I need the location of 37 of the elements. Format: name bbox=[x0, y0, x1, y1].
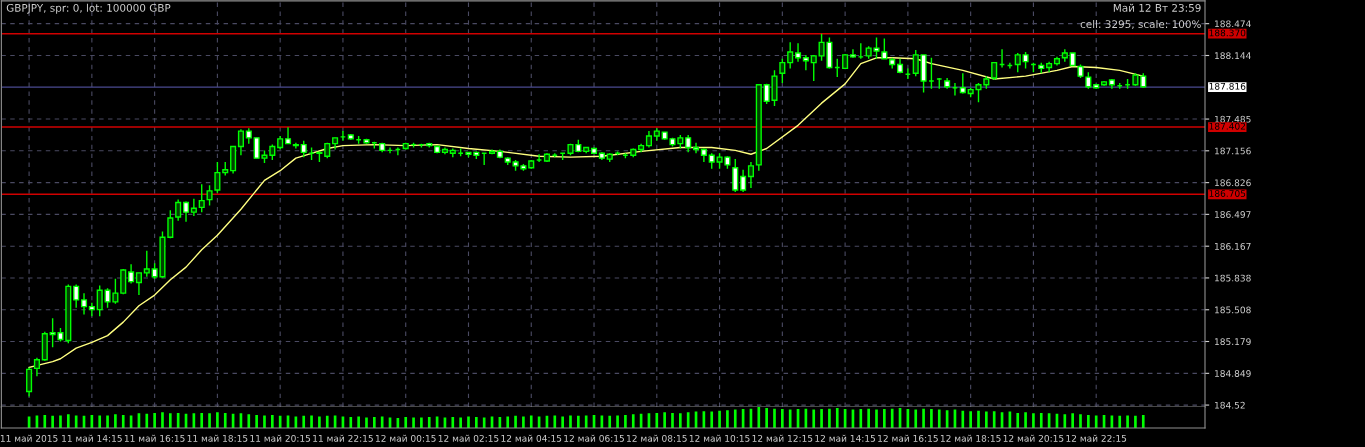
ref-line-label: 186.705 bbox=[1209, 190, 1246, 197]
ref-line-label: 188.370 bbox=[1209, 29, 1246, 37]
y-tick-label: 187.485 bbox=[1215, 115, 1251, 123]
ref-line-label: 187.402 bbox=[1209, 122, 1246, 130]
x-tick-label: 12 май 12:15 bbox=[752, 434, 813, 442]
x-tick-label: 12 май 06:15 bbox=[564, 434, 624, 442]
x-tick-label: 12 май 22:15 bbox=[1066, 434, 1127, 442]
y-tick-label: 185.508 bbox=[1215, 306, 1251, 314]
y-tick-label: 184.849 bbox=[1215, 370, 1251, 377]
x-tick-label: 12 май 02:15 bbox=[438, 434, 499, 442]
x-tick-label: 12 май 00:15 bbox=[375, 434, 436, 442]
y-tick-label: 187.156 bbox=[1215, 147, 1251, 155]
x-tick-label: 12 май 08:15 bbox=[627, 434, 687, 442]
chart-title: GBPJPY, spr: 0, lot: 100000 GBP bbox=[6, 3, 171, 14]
ref-line-label: 187.816 bbox=[1209, 82, 1246, 90]
y-tick-label: 185.838 bbox=[1215, 274, 1251, 282]
y-tick-label: 186.167 bbox=[1215, 242, 1251, 250]
y-tick-label: 188.474 bbox=[1215, 20, 1251, 28]
y-tick-label: 184.52 bbox=[1215, 401, 1245, 409]
x-tick-label: 11 май 14:15 bbox=[62, 434, 122, 442]
x-tick-label: 12 май 14:15 bbox=[815, 434, 876, 442]
y-tick-label: 186.826 bbox=[1215, 179, 1251, 187]
x-tick-label: 11 май 2015 bbox=[0, 434, 58, 442]
y-tick-label: 188.144 bbox=[1215, 52, 1251, 60]
x-tick-label: 12 май 10:15 bbox=[689, 434, 750, 442]
x-tick-label: 11 май 18:15 bbox=[187, 434, 248, 442]
x-tick-label: 12 май 20:15 bbox=[1003, 434, 1064, 442]
x-tick-label: 12 май 16:15 bbox=[878, 434, 938, 442]
x-tick-label: 11 май 16:15 bbox=[124, 434, 185, 442]
x-tick-label: 11 май 20:15 bbox=[250, 434, 311, 442]
annotation: cell: 3295, scale: 100% bbox=[1080, 19, 1201, 30]
y-tick-label: 185.179 bbox=[1215, 338, 1251, 346]
x-tick-label: 11 май 22:15 bbox=[313, 434, 373, 442]
x-tick-label: 12 май 04:15 bbox=[501, 434, 562, 442]
annotation: Май 12 Вт 23:59 bbox=[1113, 3, 1201, 12]
x-tick-label: 12 май 18:15 bbox=[940, 434, 1001, 442]
y-tick-label: 186.497 bbox=[1215, 211, 1251, 218]
